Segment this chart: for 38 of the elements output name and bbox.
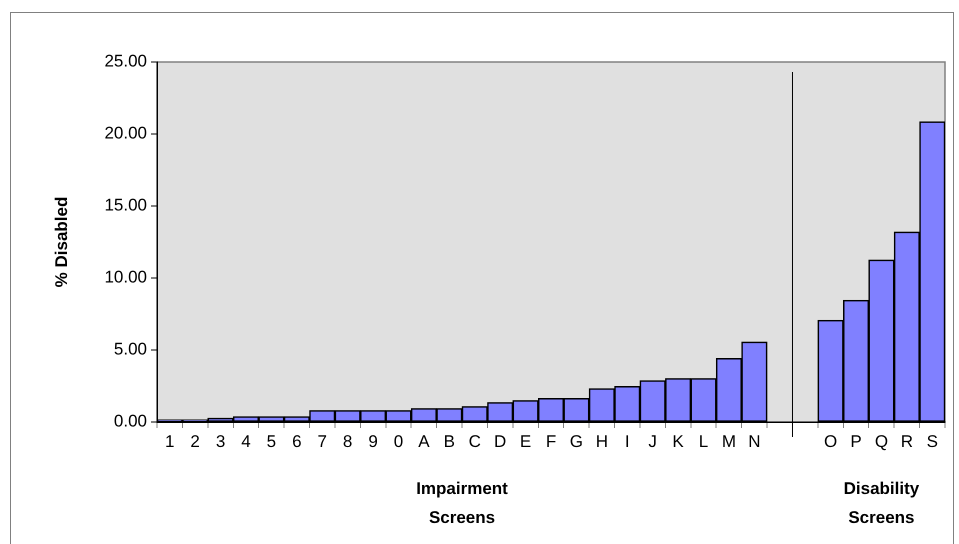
x-tick-label: H — [596, 432, 608, 451]
x-tick-label: M — [722, 432, 736, 451]
x-tick-label: N — [748, 432, 760, 451]
x-tick-label: B — [444, 432, 455, 451]
x-tick-label: 5 — [266, 432, 276, 451]
x-tick-label: F — [546, 432, 556, 451]
x-tick-label: I — [624, 432, 630, 451]
x-tick-label: R — [900, 432, 914, 451]
x-tick-label: C — [468, 432, 481, 451]
x-tick-label: O — [824, 432, 838, 451]
x-tick-label: 1 — [164, 432, 174, 451]
x-tick-label: Q — [874, 432, 888, 451]
x-tick-label: E — [520, 432, 532, 451]
x-tick-label: 0 — [394, 432, 404, 451]
x-tick-label: 3 — [216, 432, 226, 451]
x-tick-label: S — [926, 432, 938, 451]
x-tick-label: 8 — [342, 432, 352, 451]
x-tick-label: P — [850, 432, 862, 451]
x-tick-label: A — [418, 432, 430, 451]
x-tick-label: 6 — [292, 432, 302, 451]
x-tick-label: 9 — [368, 432, 378, 451]
text: Disability Screens — [842, 478, 920, 529]
x-tick-label: 4 — [241, 432, 251, 451]
y-tick-label: 5.00 — [114, 340, 147, 359]
y-tick-label: 10.00 — [104, 268, 147, 287]
y-axis-title: % Disabled — [52, 196, 71, 288]
x-tick-label: D — [494, 432, 506, 451]
x-tick-label: L — [698, 432, 708, 451]
x-tick-label: 7 — [317, 432, 327, 451]
x-tick-label: K — [672, 432, 684, 451]
y-tick-label: 25.00 — [104, 52, 147, 71]
text: Impairment Screens — [415, 478, 509, 529]
x-tick-label: J — [648, 432, 657, 451]
y-tick-label: 15.00 — [104, 196, 147, 215]
y-tick-label: 20.00 — [104, 124, 147, 143]
x-tick-label: G — [570, 432, 584, 451]
y-tick-label: 0.00 — [114, 412, 147, 431]
x-tick-label: 2 — [190, 432, 200, 451]
